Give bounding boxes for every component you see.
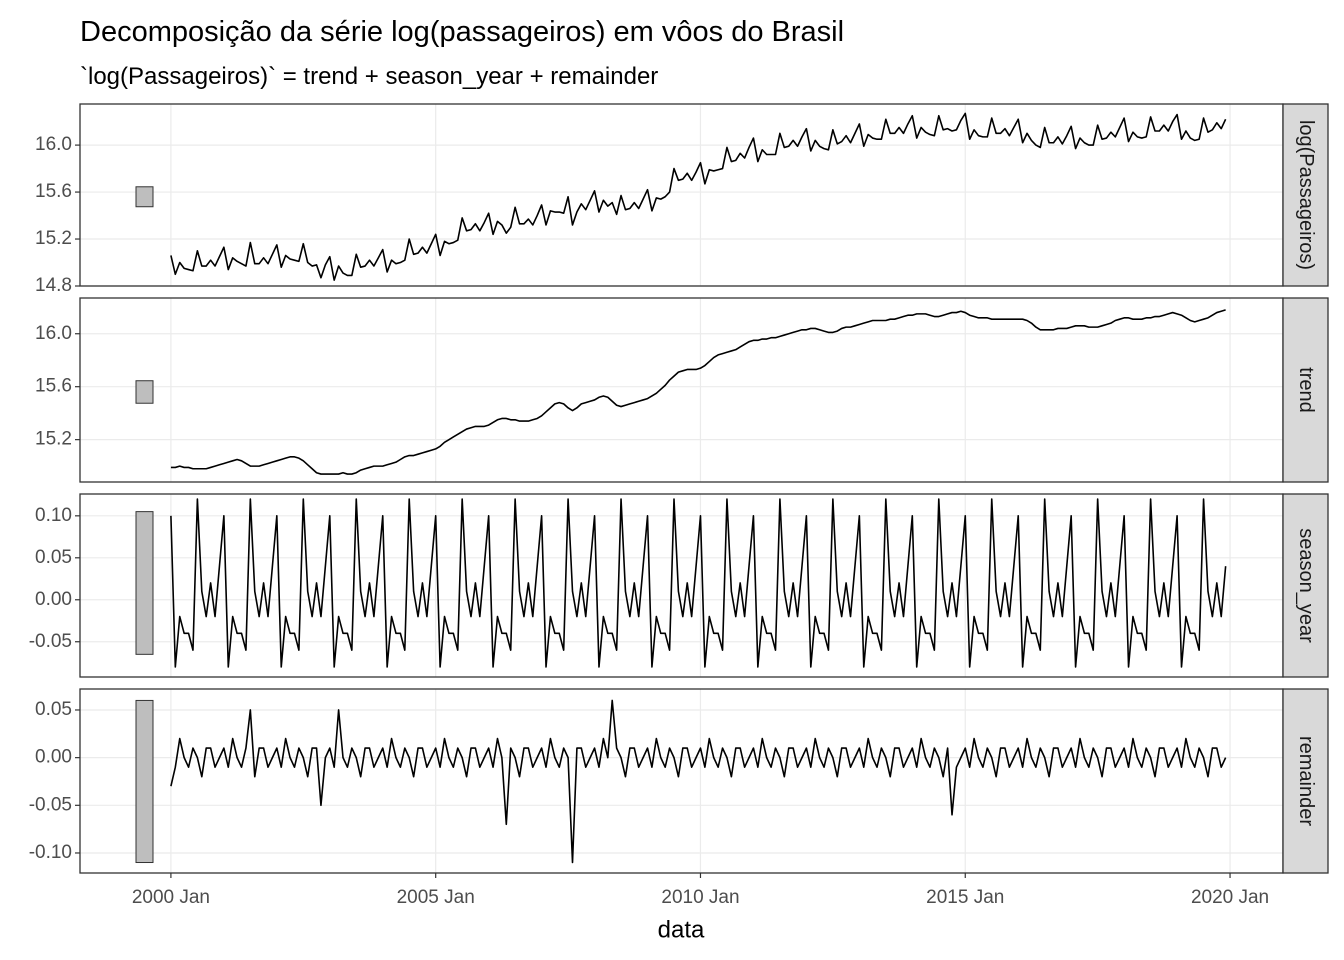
facet-strip (1282, 493, 1329, 678)
facet-label: log(Passageiros) (1295, 120, 1317, 270)
y-tick-label: 16.0 (35, 323, 72, 344)
y-tick-label: 0.05 (35, 699, 72, 720)
series-line (170, 112, 1227, 281)
facet-label: trend (1295, 367, 1317, 413)
x-tick-label: 2015 Jan (926, 887, 1004, 908)
x-tick-label: 2000 Jan (132, 887, 210, 908)
facet-label: season_year (1295, 528, 1317, 643)
range-bar (135, 186, 154, 208)
chart-subtitle: `log(Passageiros)` = trend + season_year… (80, 63, 658, 90)
x-tick-label: 2005 Jan (397, 887, 475, 908)
facet-strip (1282, 297, 1329, 483)
y-tick-label: 16.0 (35, 134, 72, 155)
y-tick-label: 0.10 (35, 505, 72, 526)
chart-title: Decomposição da série log(passageiros) e… (80, 16, 844, 48)
x-tick-label: 2010 Jan (661, 887, 739, 908)
range-bar (135, 380, 154, 404)
y-tick-label: -0.05 (29, 631, 72, 652)
y-tick-label: 15.6 (35, 181, 72, 202)
range-bar (135, 699, 154, 864)
series-line (170, 498, 1227, 668)
y-tick-label: 15.2 (35, 228, 72, 249)
facet-label: remainder (1295, 736, 1317, 826)
panel-border (79, 103, 1284, 287)
y-tick-label: 0.00 (35, 589, 72, 610)
y-tick-label: 15.6 (35, 376, 72, 397)
facet-strip (1282, 688, 1329, 874)
range-bar (135, 511, 154, 655)
y-tick-label: 0.00 (35, 747, 72, 768)
x-tick-label: 2020 Jan (1191, 887, 1269, 908)
y-tick-label: 14.8 (35, 275, 72, 296)
y-tick-label: -0.05 (29, 794, 72, 815)
x-axis-title: data (658, 916, 705, 943)
facet-strip (1282, 103, 1329, 287)
y-tick-label: 15.2 (35, 429, 72, 450)
series-line (170, 309, 1226, 475)
y-tick-label: 0.05 (35, 547, 72, 568)
y-tick-label: -0.10 (29, 842, 72, 863)
panel-border (79, 688, 1284, 874)
series-line (170, 699, 1227, 864)
